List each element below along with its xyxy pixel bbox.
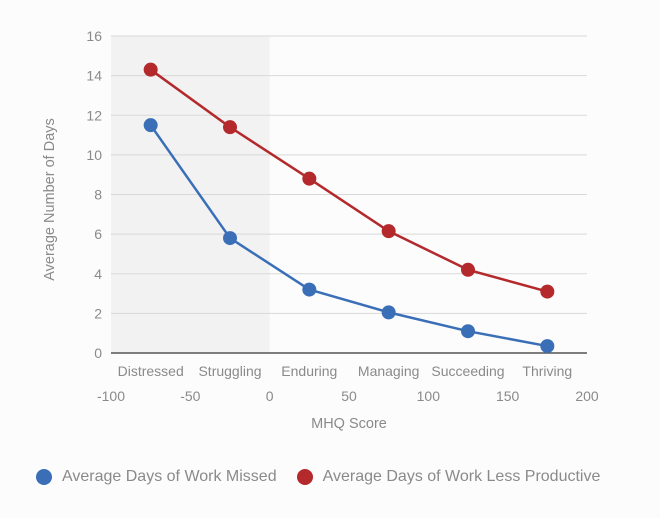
category-label: Succeeding	[431, 363, 504, 379]
category-label: Enduring	[281, 363, 337, 379]
x-tick-label: 150	[496, 388, 520, 404]
category-label: Thriving	[522, 363, 572, 379]
y-tick-label: 14	[86, 68, 102, 84]
y-tick-label: 8	[94, 187, 102, 203]
series-0-point[interactable]	[381, 305, 396, 320]
gridlines	[111, 35, 587, 314]
series-0-point[interactable]	[223, 231, 237, 246]
y-tick-label: 0	[94, 345, 102, 361]
legend-item-work-missed[interactable]: Average Days of Work Missed	[36, 468, 277, 486]
series-0-point[interactable]	[143, 118, 158, 133]
series-0-point[interactable]	[461, 324, 475, 339]
x-tick-label: 50	[341, 388, 357, 404]
legend-label-less-productive: Average Days of Work Less Productive	[322, 468, 601, 485]
series-1-point[interactable]	[302, 171, 317, 186]
y-tick-label: 10	[86, 147, 102, 163]
series-0-point[interactable]	[302, 282, 317, 297]
y-axis-title: Average Number of Days	[42, 118, 58, 281]
series-1-point[interactable]	[540, 284, 555, 299]
series-line-0	[149, 124, 548, 348]
x-tick-label: 0	[266, 388, 274, 404]
category-label: Struggling	[198, 363, 261, 379]
legend-item-less-productive[interactable]: Average Days of Work Less Productive	[296, 468, 601, 486]
series-1-point[interactable]	[461, 262, 475, 277]
y-tick-label: 6	[94, 226, 102, 242]
legend-marker-less-productive	[296, 469, 313, 485]
series-line-1	[149, 68, 548, 293]
x-tick-labels: -100 -50 0 50 100 150 200	[97, 388, 599, 404]
category-label: Distressed	[118, 363, 184, 379]
y-tick-label: 16	[86, 28, 102, 44]
series-1-point[interactable]	[223, 120, 237, 135]
category-label: Managing	[358, 363, 420, 379]
x-axis-title: MHQ Score	[311, 416, 387, 432]
y-tick-label: 4	[94, 266, 102, 282]
series-1-point[interactable]	[381, 224, 396, 239]
y-tick-label: 12	[86, 107, 102, 123]
x-tick-label: -100	[97, 388, 125, 404]
x-tick-label: 200	[575, 388, 599, 404]
y-tick-label: 2	[94, 305, 102, 321]
series-layer	[143, 62, 555, 354]
series-0-point[interactable]	[540, 339, 555, 354]
series-1-point[interactable]	[143, 62, 158, 77]
x-tick-label: -50	[180, 388, 200, 404]
legend-label-work-missed: Average Days of Work Missed	[62, 468, 277, 485]
x-tick-label: 100	[417, 388, 441, 404]
legend-marker-work-missed	[36, 469, 52, 485]
legend: Average Days of Work Missed Average Days…	[36, 468, 620, 486]
category-labels: Distressed Struggling Enduring Managing Succ…	[118, 363, 573, 379]
y-tick-labels: 0 2 4 6 8 10 12 14 16	[86, 28, 102, 361]
